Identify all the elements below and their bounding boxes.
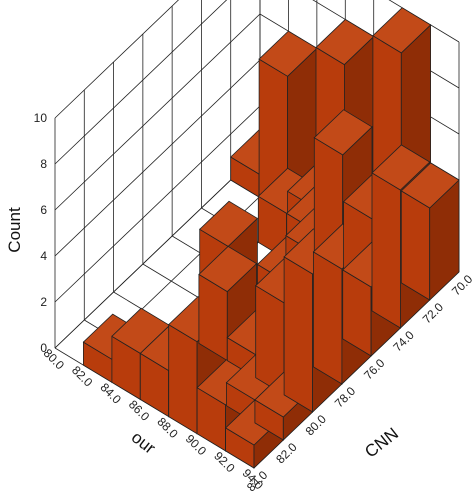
grid-line-z	[54, 0, 460, 119]
bar	[400, 162, 460, 301]
bar-face-front	[283, 256, 314, 413]
z-tick-label: 10	[34, 111, 48, 125]
bar-face-top	[199, 200, 259, 247]
bar-face-front	[400, 190, 431, 301]
z-tick-label: 0	[40, 341, 47, 355]
bar-face-top	[198, 245, 258, 293]
bar-face-front	[371, 172, 401, 329]
x-axis-title: our	[128, 428, 159, 458]
bar-face-top	[400, 162, 460, 209]
bar-face-top	[313, 109, 373, 156]
z-tick-label: 4	[40, 249, 47, 263]
chart-bars	[82, 7, 460, 469]
bar-face-front	[312, 251, 343, 385]
z-tick-label: 2	[40, 295, 47, 309]
z-tick-label: 6	[40, 203, 47, 217]
floor-line-our	[54, 151, 261, 349]
y-axis-title: CNN	[361, 424, 402, 462]
z-tick-label: 8	[40, 157, 47, 171]
bar-face-top	[372, 7, 432, 54]
z-axis-title: Count	[5, 207, 24, 253]
bar-face-front	[168, 323, 198, 435]
bar-face-top	[371, 144, 431, 191]
